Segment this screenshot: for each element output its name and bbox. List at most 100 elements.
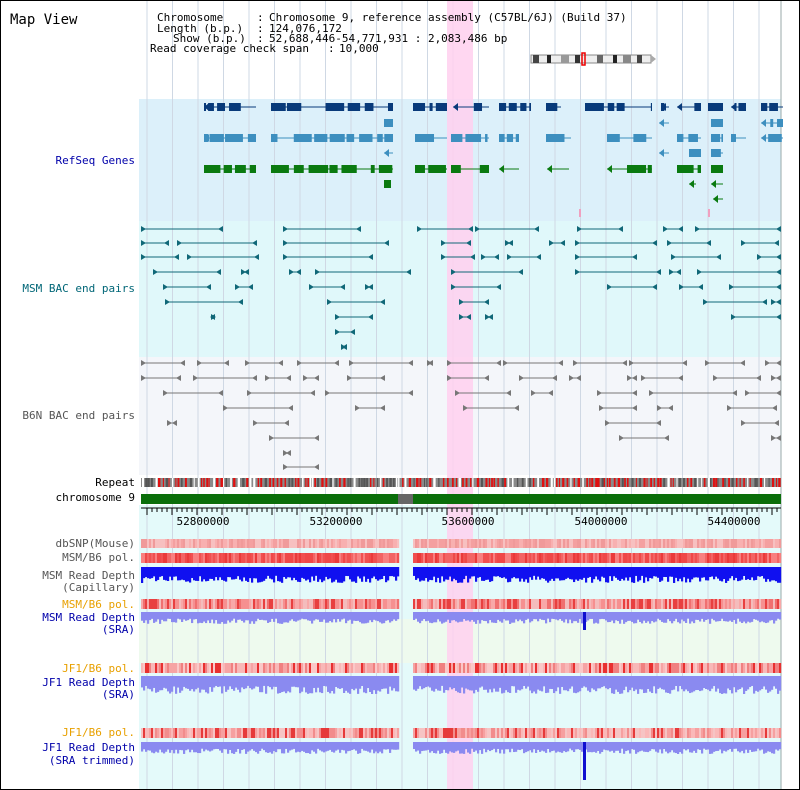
heat-cell	[445, 663, 448, 673]
depth-bar	[297, 676, 300, 688]
depth-bar	[711, 676, 714, 689]
depth-bar	[417, 612, 420, 622]
heat-cell	[701, 539, 704, 548]
depth-bar	[581, 676, 584, 688]
depth-bar	[737, 742, 740, 752]
bac-end-marker	[772, 405, 777, 411]
heat-cell	[715, 553, 718, 563]
depth-bar	[285, 742, 288, 749]
heat-cell	[317, 553, 320, 563]
depth-bar	[771, 742, 774, 754]
depth-bar	[167, 567, 170, 582]
heat-cell	[717, 553, 720, 563]
heat-cell	[643, 539, 646, 548]
heat-cell	[695, 663, 698, 673]
read-depth-tracks[interactable]	[141, 567, 782, 780]
heat-cell	[735, 539, 738, 548]
repeat-track[interactable]	[141, 478, 781, 487]
label-msm-b6-pol-2[interactable]: MSM/B6 pol.	[62, 598, 135, 611]
depth-bar	[481, 742, 484, 754]
heat-cell	[545, 728, 548, 738]
depth-bar	[503, 742, 506, 754]
label-chromosome[interactable]: chromosome 9	[56, 491, 135, 504]
chromosome-ideogram[interactable]	[530, 52, 656, 66]
repeat-element	[626, 478, 629, 487]
heat-cell	[205, 599, 208, 609]
heat-cell	[551, 728, 554, 738]
bac-end-marker	[776, 226, 781, 232]
heat-cell	[217, 728, 220, 738]
heat-cell	[183, 728, 186, 738]
heat-cell	[747, 539, 750, 548]
depth-bar	[349, 567, 352, 580]
heat-cell	[735, 599, 738, 609]
chromosome-bar[interactable]	[141, 494, 781, 504]
depth-bar	[599, 742, 602, 754]
depth-bar	[353, 567, 356, 582]
depth-bar	[701, 742, 704, 754]
label-msm-depth-sra-1[interactable]: MSM Read Depth	[42, 611, 135, 624]
label-msm-bac[interactable]: MSM BAC end pairs	[22, 282, 135, 295]
depth-bar	[607, 676, 610, 690]
depth-bar	[623, 567, 626, 581]
b6n-bac-track[interactable]	[141, 360, 781, 470]
heat-cell	[387, 728, 390, 738]
repeat-element	[541, 478, 545, 487]
depth-bar	[573, 676, 576, 693]
depth-bar	[549, 612, 552, 623]
heat-cell	[751, 553, 754, 563]
heat-cell	[633, 553, 636, 563]
label-msm-depth-cap-1[interactable]: MSM Read Depth	[42, 569, 135, 582]
gene-exon	[627, 165, 647, 173]
heat-cell	[457, 599, 460, 609]
depth-bar	[455, 742, 458, 752]
depth-bar	[545, 742, 548, 753]
polymorphism-heat-tracks[interactable]	[141, 539, 782, 738]
heat-cell	[625, 553, 628, 563]
label-jf1-b6-pol-1[interactable]: JF1/B6 pol.	[62, 662, 135, 675]
label-jf1-depth-trim-1[interactable]: JF1 Read Depth	[42, 741, 135, 754]
heat-cell	[397, 728, 400, 738]
depth-bar	[477, 567, 480, 578]
heat-cell	[179, 663, 182, 673]
heat-cell	[381, 539, 384, 548]
label-jf1-depth-trim-2: (SRA trimmed)	[49, 754, 135, 767]
heat-cell	[683, 599, 686, 609]
selected-region-highlight[interactable]	[447, 1, 473, 790]
depth-bar	[519, 742, 522, 751]
repeat-element	[237, 478, 240, 487]
heat-cell	[319, 599, 322, 609]
depth-bar	[529, 567, 532, 578]
depth-bar	[383, 612, 386, 624]
label-refseq-genes[interactable]: RefSeq Genes	[56, 154, 135, 167]
repeat-element	[297, 478, 300, 487]
refseq-genes-track[interactable]	[204, 103, 783, 217]
heat-cell	[453, 539, 456, 548]
heat-cell	[293, 663, 296, 673]
ideogram-position-marker	[581, 52, 586, 66]
label-dbsnp[interactable]: dbSNP(Mouse)	[56, 537, 135, 550]
heat-cell	[637, 553, 640, 563]
depth-bar	[381, 676, 384, 690]
heat-cell	[701, 553, 704, 563]
msm-bac-track[interactable]	[141, 226, 781, 350]
heat-cell	[683, 663, 686, 673]
label-repeat[interactable]: Repeat	[95, 476, 135, 489]
heat-cell	[603, 553, 606, 563]
depth-bar	[527, 567, 530, 583]
label-msm-b6-pol-1[interactable]: MSM/B6 pol.	[62, 551, 135, 564]
heat-cell	[295, 539, 298, 548]
label-jf1-b6-pol-2[interactable]: JF1/B6 pol.	[62, 726, 135, 739]
label-jf1-depth-sra-1[interactable]: JF1 Read Depth	[42, 676, 135, 689]
depth-bar	[503, 612, 506, 620]
heat-cell	[231, 539, 234, 548]
gene-exon	[329, 134, 345, 142]
label-b6n-bac[interactable]: B6N BAC end pairs	[22, 409, 135, 422]
depth-bar	[651, 612, 654, 622]
depth-bar	[715, 742, 718, 752]
heat-cell	[291, 553, 294, 563]
heat-cell	[695, 539, 698, 548]
heat-cell	[609, 599, 612, 609]
depth-bar	[749, 612, 752, 623]
